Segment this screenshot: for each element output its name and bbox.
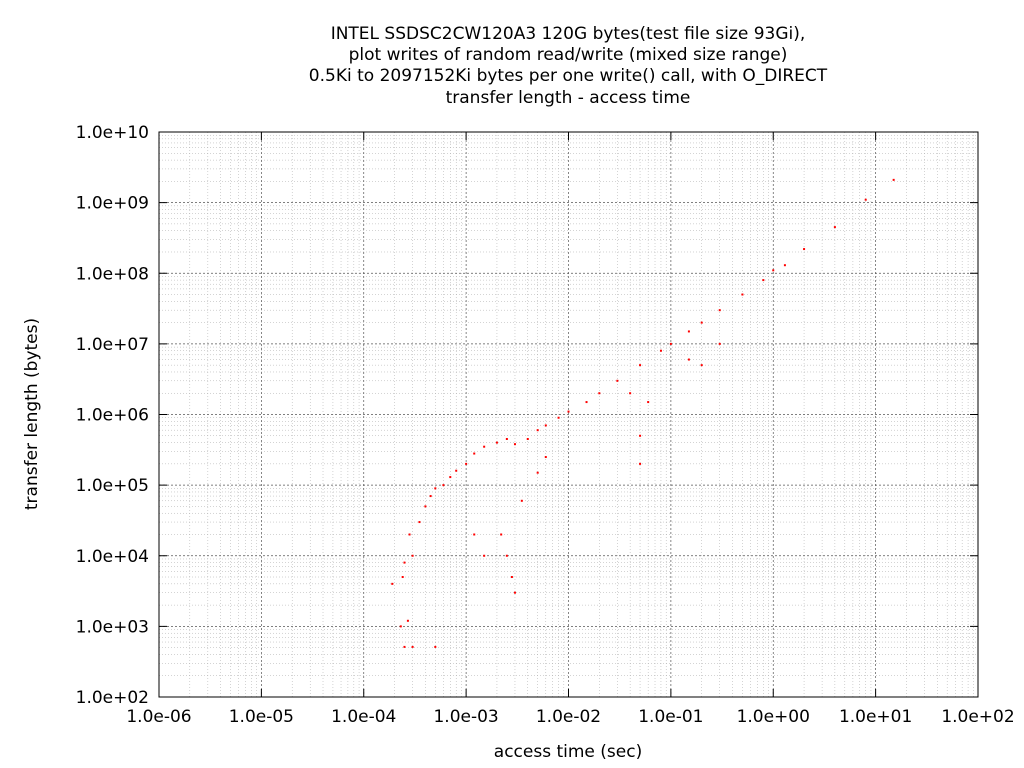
y-axis: 1.0e+02 1.0e+03 1.0e+04 1.0e+05 1.0e+06 1.0e+… (76, 123, 978, 708)
scatter-point (442, 484, 445, 487)
scatter-point (639, 364, 642, 367)
scatter-point (406, 619, 409, 622)
y-tick-label: 1.0e+09 (76, 194, 149, 214)
scatter-point (449, 476, 452, 479)
scatter-point (399, 625, 402, 628)
scatter-point (718, 309, 721, 312)
y-tick-label: 1.0e+06 (76, 406, 149, 426)
scatter-point (526, 437, 529, 440)
scatter-point (687, 330, 690, 333)
scatter-point (403, 645, 406, 648)
scatter-point (465, 462, 468, 465)
scatter-point (391, 582, 394, 585)
scatter-point (520, 499, 523, 502)
chart-title-line-2: plot writes of random read/write (mixed … (349, 45, 788, 65)
scatter-point (544, 456, 547, 459)
scatter-point (567, 410, 570, 413)
scatter-point (401, 576, 404, 579)
scatter-point (418, 521, 421, 524)
scatter-point (772, 269, 775, 272)
scatter-point (700, 321, 703, 324)
x-tick-label: 1.0e+01 (839, 707, 912, 727)
x-tick-label: 1.0e-05 (229, 707, 294, 727)
x-tick-label: 1.0e+02 (941, 707, 1014, 727)
scatter-point (544, 424, 547, 427)
scatter-point (500, 533, 503, 536)
scatter-point (408, 533, 411, 536)
chart-title: INTEL SSDSC2CW120A3 120G bytes(test file… (309, 24, 828, 108)
scatter-point (473, 452, 476, 455)
y-tick-label: 1.0e+10 (76, 123, 149, 143)
x-tick-label: 1.0e-06 (126, 707, 191, 727)
x-tick-label: 1.0e+00 (737, 707, 810, 727)
y-tick-label: 1.0e+03 (76, 617, 149, 637)
y-tick-label: 1.0e+05 (76, 476, 149, 496)
scatter-point (718, 342, 721, 345)
scatter-point (424, 505, 427, 508)
scatter-point (483, 445, 486, 448)
y-axis-label: transfer length (bytes) (22, 318, 42, 510)
scatter-point (833, 226, 836, 229)
scatter-point (505, 437, 508, 440)
scatter-point (434, 487, 437, 490)
scatter-point (455, 469, 458, 472)
x-axis: 1.0e-06 1.0e-05 1.0e-04 1.0e-03 1.0e-02 1.0e-… (126, 132, 1015, 727)
scatter-point (505, 554, 508, 557)
chart-title-line-3: 0.5Ki to 2097152Ki bytes per one write()… (309, 66, 828, 86)
scatter-point (557, 416, 560, 419)
scatter-point (892, 178, 895, 181)
chart-title-line-4: transfer length - access time (446, 88, 691, 108)
scatter-point (411, 554, 414, 557)
chart-title-line-1: INTEL SSDSC2CW120A3 120G bytes(test file… (331, 24, 806, 44)
scatter-point (495, 441, 498, 444)
x-tick-label: 1.0e-04 (331, 707, 396, 727)
scatter-point (647, 401, 650, 404)
scatter-point (803, 248, 806, 251)
scatter-point (687, 358, 690, 361)
x-tick-label: 1.0e-01 (638, 707, 703, 727)
scatter-point (762, 279, 765, 282)
scatter-point (473, 533, 476, 536)
scatter-point (513, 591, 516, 594)
scatter-point (783, 264, 786, 267)
y-tick-label: 1.0e+04 (76, 547, 149, 567)
scatter-point (598, 392, 601, 395)
scatter-point (513, 443, 516, 446)
scatter-point (616, 379, 619, 382)
scatter-point (864, 198, 867, 201)
x-tick-label: 1.0e-03 (433, 707, 498, 727)
y-tick-label: 1.0e+07 (76, 335, 149, 355)
scatter-point (536, 471, 539, 474)
scatter-point (510, 576, 513, 579)
y-tick-label: 1.0e+08 (76, 264, 149, 284)
scatter-point (483, 554, 486, 557)
scatter-point (403, 561, 406, 564)
scatter-point (741, 293, 744, 296)
scatter-point (669, 342, 672, 345)
scatter-point (639, 434, 642, 437)
scatter-point (434, 645, 437, 648)
scatter-point (700, 364, 703, 367)
x-axis-label: access time (sec) (494, 742, 642, 762)
scatter-point (536, 429, 539, 432)
scatter-point (585, 401, 588, 404)
y-tick-label: 1.0e+02 (76, 688, 149, 708)
x-tick-label: 1.0e-02 (536, 707, 601, 727)
scatter-point (429, 495, 432, 498)
scatter-point (659, 349, 662, 352)
scatter-point (629, 392, 632, 395)
major-grid (159, 132, 978, 697)
scatter-point (639, 462, 642, 465)
scatter-point (411, 645, 414, 648)
data-points (391, 178, 895, 648)
